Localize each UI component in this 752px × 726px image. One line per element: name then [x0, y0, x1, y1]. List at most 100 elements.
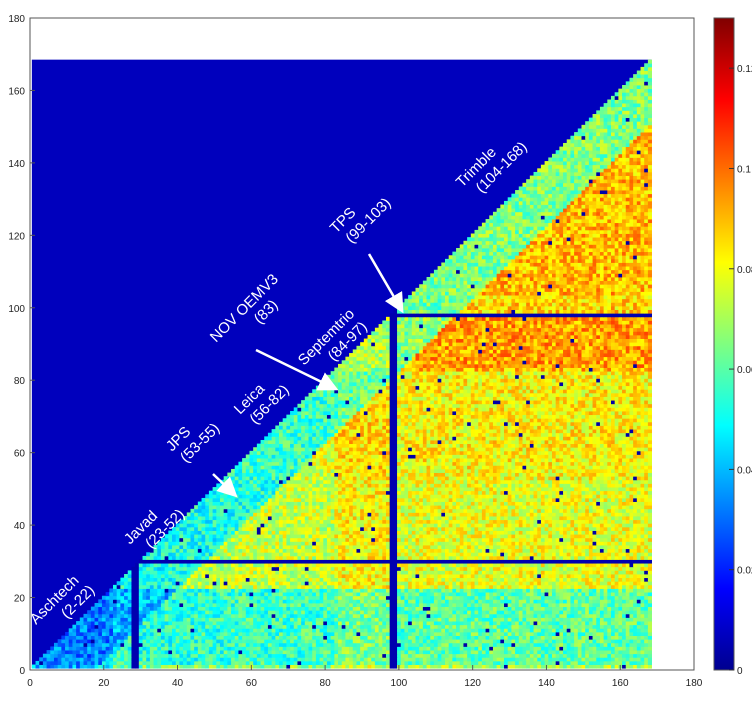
- heatmap-cell: [352, 617, 357, 622]
- heatmap-cell: [537, 628, 542, 633]
- heatmap-cell: [249, 613, 254, 618]
- heatmap-cell: [537, 624, 542, 629]
- heatmap-cell: [496, 613, 501, 618]
- heatmap-cell: [183, 566, 188, 571]
- heatmap-cell: [385, 570, 391, 575]
- heatmap-cell: [526, 548, 531, 553]
- heatmap-cell: [323, 588, 328, 593]
- heatmap-cell: [544, 584, 549, 589]
- heatmap-cell: [574, 555, 579, 560]
- heatmap-cell: [72, 653, 77, 658]
- heatmap-cell: [223, 660, 228, 665]
- heatmap-cell: [282, 584, 287, 589]
- heatmap-cell: [363, 613, 368, 618]
- heatmap-cell: [131, 610, 136, 615]
- heatmap-cell: [422, 581, 427, 586]
- heatmap-cell: [518, 660, 523, 665]
- heatmap-cell: [570, 592, 575, 597]
- heatmap-cell: [319, 653, 324, 658]
- heatmap-cell: [522, 592, 527, 597]
- heatmap-cell: [492, 595, 498, 600]
- heatmap-cell: [330, 570, 335, 575]
- heatmap-cell: [644, 613, 649, 618]
- heatmap-cell: [356, 552, 361, 557]
- heatmap-cell: [90, 660, 95, 665]
- heatmap-cell: [448, 635, 453, 640]
- heatmap-cell: [216, 588, 221, 593]
- heatmap-cell: [445, 628, 450, 633]
- heatmap-cell: [496, 581, 501, 586]
- heatmap-cell: [408, 563, 413, 568]
- heatmap-cell: [522, 566, 527, 571]
- heatmap-cell: [577, 664, 582, 669]
- heatmap-cell: [94, 610, 99, 615]
- heatmap-cell: [242, 563, 247, 568]
- heatmap-cell: [603, 657, 608, 662]
- heatmap-cell: [216, 577, 221, 582]
- heatmap-cell: [53, 660, 59, 665]
- heatmap-cell: [537, 595, 542, 600]
- heatmap-cell: [360, 621, 365, 626]
- heatmap-cell: [223, 592, 228, 597]
- heatmap-cell: [164, 570, 169, 575]
- heatmap-cell: [371, 628, 376, 633]
- heatmap-cell: [135, 639, 140, 644]
- heatmap-cell: [614, 566, 619, 571]
- heatmap-cell: [172, 639, 177, 644]
- heatmap-cell: [312, 563, 317, 568]
- heatmap-cell: [352, 653, 357, 658]
- heatmap-cell: [124, 602, 129, 608]
- heatmap-cell: [585, 653, 590, 658]
- heatmap-cell: [219, 577, 225, 582]
- heatmap-cell: [526, 624, 531, 629]
- heatmap-cell: [485, 646, 490, 651]
- heatmap-cell: [290, 548, 295, 553]
- heatmap-cell: [599, 653, 605, 658]
- heatmap-cell: [293, 660, 298, 665]
- heatmap-cell: [160, 664, 166, 669]
- heatmap-cell: [164, 552, 169, 557]
- heatmap-cell: [622, 617, 627, 622]
- heatmap-cell: [87, 639, 92, 644]
- heatmap-cell: [201, 628, 206, 633]
- heatmap-cell: [382, 606, 387, 611]
- heatmap-cell: [101, 624, 107, 629]
- heatmap-cell: [489, 650, 494, 655]
- heatmap-cell: [563, 650, 568, 655]
- heatmap-cell: [374, 653, 379, 658]
- heatmap-cell: [197, 606, 202, 611]
- heatmap-cell: [345, 631, 350, 636]
- heatmap-cell: [566, 617, 571, 622]
- heatmap-cell: [411, 570, 416, 575]
- heatmap-cell: [445, 581, 450, 586]
- heatmap-cell: [537, 588, 542, 593]
- heatmap-cell: [485, 639, 490, 644]
- heatmap-cell: [489, 595, 494, 600]
- heatmap-cell: [374, 570, 379, 575]
- heatmap-cell: [153, 606, 158, 611]
- heatmap-cell: [330, 595, 335, 600]
- heatmap-cell: [397, 613, 402, 618]
- heatmap-cell: [529, 621, 534, 626]
- heatmap-cell: [411, 595, 416, 600]
- heatmap-cell: [212, 588, 217, 593]
- heatmap-cell: [286, 588, 291, 593]
- heatmap-cell: [242, 635, 247, 640]
- heatmap-cell: [507, 574, 512, 579]
- heatmap-cell: [625, 602, 630, 608]
- heatmap-cell: [529, 566, 534, 571]
- heatmap-cell: [124, 624, 129, 629]
- heatmap-cell: [481, 650, 486, 655]
- heatmap-cell: [349, 566, 354, 571]
- heatmap-cell: [356, 548, 361, 553]
- heatmap-cell: [400, 646, 405, 651]
- heatmap-cell: [356, 642, 361, 647]
- heatmap-cell: [522, 563, 527, 568]
- heatmap-cell: [485, 628, 490, 633]
- heatmap-cell: [253, 631, 258, 636]
- heatmap-cell: [179, 581, 184, 586]
- heatmap-cell: [577, 613, 582, 618]
- heatmap-cell: [238, 588, 243, 593]
- heatmap-cell: [500, 646, 505, 651]
- heatmap-cell: [279, 639, 284, 644]
